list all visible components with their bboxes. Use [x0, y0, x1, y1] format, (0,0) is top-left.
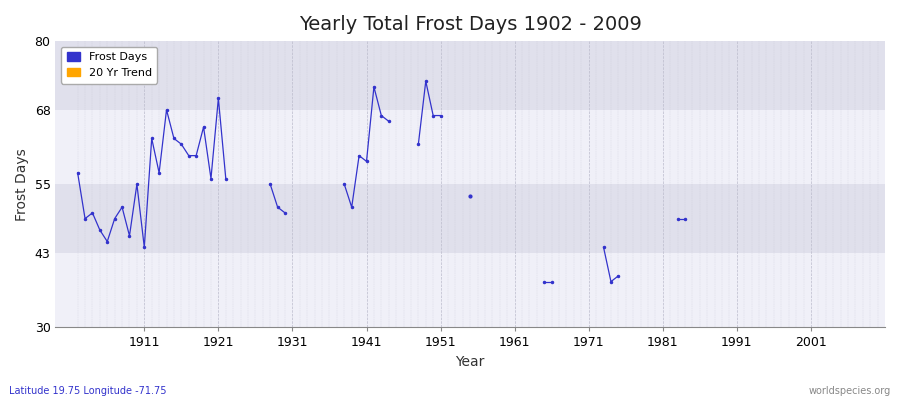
Bar [56, 41, 885, 110]
Bar [56, 110, 885, 184]
Legend: Frost Days, 20 Yr Trend: Frost Days, 20 Yr Trend [61, 47, 158, 84]
Bar [56, 184, 885, 253]
X-axis label: Year: Year [455, 355, 485, 369]
Title: Yearly Total Frost Days 1902 - 2009: Yearly Total Frost Days 1902 - 2009 [299, 15, 642, 34]
Text: Latitude 19.75 Longitude -71.75: Latitude 19.75 Longitude -71.75 [9, 386, 166, 396]
Text: worldspecies.org: worldspecies.org [809, 386, 891, 396]
Bar [56, 253, 885, 328]
Y-axis label: Frost Days: Frost Days [15, 148, 29, 221]
